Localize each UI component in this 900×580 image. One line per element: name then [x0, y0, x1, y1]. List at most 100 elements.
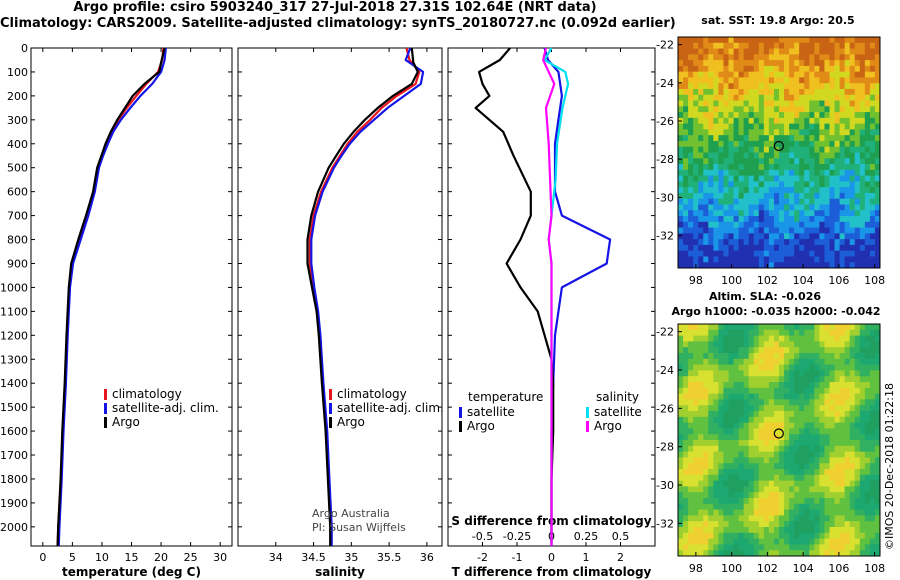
sla-map-cell: [763, 428, 770, 435]
sla-map-cell: [703, 422, 709, 429]
sla-map-cell: [713, 353, 719, 360]
sla-map-cell: [834, 341, 840, 348]
sla-map-cell: [763, 405, 770, 412]
sla-map-cell: [738, 503, 745, 510]
sst-map-cell: [799, 233, 805, 240]
sla-map-cell: [678, 411, 684, 418]
sla-map-cell: [738, 521, 745, 528]
sst-map-cell: [678, 187, 684, 194]
sla-map-cell: [683, 387, 689, 394]
sst-map-cell: [819, 169, 825, 177]
sla-map-cell: [688, 382, 694, 389]
sst-map-cell: [678, 216, 684, 223]
sla-map-cell: [703, 521, 709, 528]
sst-map-cell: [844, 210, 851, 217]
sla-map-cell: [854, 440, 861, 447]
sla-map-cell: [784, 550, 790, 557]
sla-map-cell: [768, 469, 775, 476]
sla-map-cell: [814, 440, 820, 447]
sst-map-cell: [799, 250, 805, 257]
sla-map-cell: [743, 358, 750, 365]
sst-map-cell: [819, 244, 825, 252]
sla-map-cell: [768, 341, 775, 348]
sst-map-cell: [809, 181, 815, 188]
sla-map-cell: [738, 416, 745, 423]
sst-map-cell: [723, 88, 729, 96]
sla-map-cell: [844, 382, 851, 389]
sla-map-cell: [834, 434, 840, 441]
sst-map-cell: [743, 152, 750, 159]
sst-map-cell: [804, 198, 810, 205]
sst-map-cell: [834, 88, 840, 96]
sla-map-cell: [859, 550, 866, 557]
sla-map-cell: [738, 527, 745, 534]
sst-map-cell: [748, 135, 755, 142]
sla-map-cell: [864, 387, 871, 394]
sla-map-cell: [789, 422, 795, 429]
sla-map-cell: [799, 353, 805, 360]
sla-map-cell: [789, 387, 795, 394]
sst-map-cell: [874, 175, 881, 182]
sst-map-cell: [839, 250, 846, 257]
sst-map-cell: [809, 117, 815, 125]
sst-map-cell: [753, 187, 760, 194]
sst-map-cell: [733, 37, 739, 44]
sla-map-cell: [834, 550, 840, 557]
sla-map-cell: [773, 457, 780, 464]
sla-map-cell: [703, 329, 709, 336]
sst-map-cell: [829, 65, 835, 73]
sst-map-cell: [698, 65, 704, 73]
sst-map-cell: [839, 175, 846, 182]
sst-map-cell: [748, 164, 755, 171]
sst-map-cell: [829, 233, 835, 240]
sla-map-cell: [723, 474, 729, 481]
sst-map-cell: [869, 164, 876, 171]
sst-map-cell: [824, 198, 830, 205]
sla-map-cell: [768, 474, 775, 481]
sla-map-cell: [748, 486, 755, 493]
sla-map-cell: [713, 469, 719, 476]
sla-map-cell: [733, 393, 739, 400]
sla-map-cell: [708, 527, 714, 534]
sst-map-cell: [748, 54, 755, 61]
sla-map-cell: [859, 480, 866, 487]
sla-map-cell: [773, 324, 780, 331]
sla-map-cell: [869, 521, 876, 528]
sst-map-cell: [784, 77, 790, 84]
sst-map-cell: [859, 192, 866, 200]
sla-map-cell: [794, 358, 800, 365]
sla-map-cell: [834, 515, 840, 522]
sst-map-cell: [758, 135, 765, 142]
x-tick-label-temperature: 5: [69, 551, 76, 564]
sla-map-cell: [859, 469, 866, 476]
sst-map-cell: [718, 140, 724, 148]
sla-map-cell: [758, 428, 765, 435]
sst-map-cell: [864, 244, 871, 252]
sst-map-cell: [844, 60, 851, 67]
sla-map-cell: [698, 440, 704, 447]
sla-map-cell: [779, 393, 785, 400]
sst-map-cell: [809, 204, 815, 211]
sla-map-cell: [753, 451, 760, 458]
sst-map-cell: [779, 250, 785, 257]
sla-map-cell: [824, 382, 830, 389]
sla-map-y-tick-label: -22: [656, 326, 674, 339]
sst-map-cell: [738, 175, 745, 182]
sst-map-cell: [753, 158, 760, 165]
sst-map-cell: [864, 152, 871, 159]
sst-map-cell: [718, 123, 724, 130]
sla-map-cell: [849, 509, 856, 516]
sla-map-cell: [839, 324, 846, 331]
sst-map-cell: [743, 175, 750, 182]
sla-map-cell: [718, 364, 724, 371]
sla-map-cell: [819, 376, 825, 383]
sst-map-cell: [789, 239, 795, 246]
sla-map-cell: [859, 364, 866, 371]
sst-map-cell: [814, 181, 820, 188]
sst-map-cell: [864, 239, 871, 246]
sst-map-cell: [713, 181, 719, 188]
sst-map-cell: [688, 37, 694, 44]
sst-map-cell: [859, 65, 866, 73]
sst-map-cell: [698, 100, 704, 107]
sla-map-cell: [773, 376, 780, 383]
